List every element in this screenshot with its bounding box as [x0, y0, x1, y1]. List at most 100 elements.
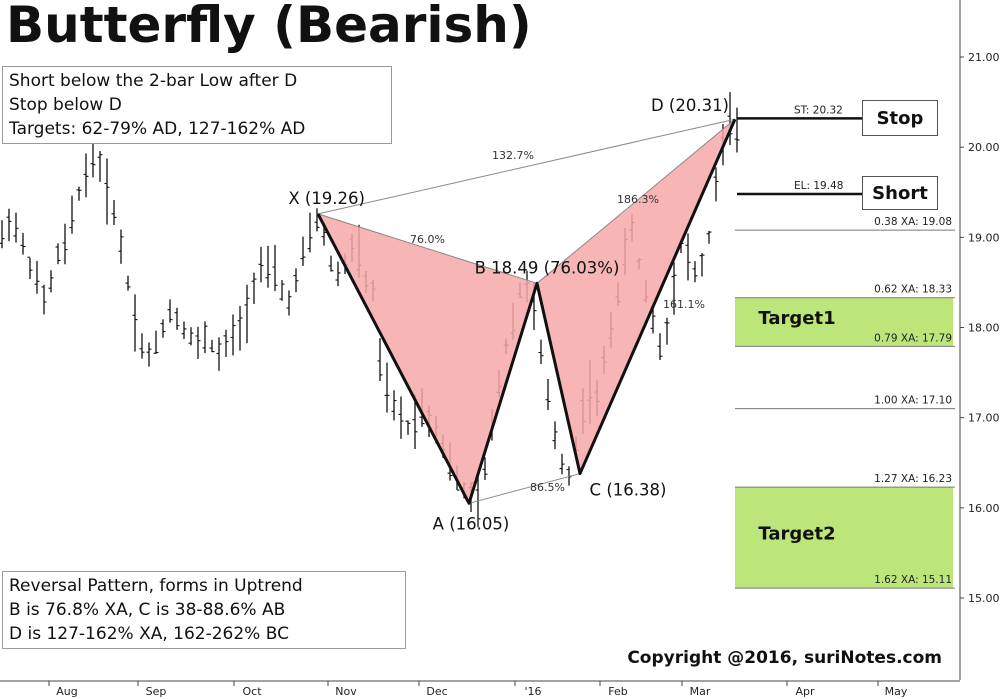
x-tick-label: Feb — [608, 685, 627, 698]
price-bar — [657, 333, 663, 361]
ratio-line-1 — [468, 473, 581, 504]
copyright-text: Copyright @2016, suriNotes.com — [627, 648, 942, 668]
ratio-xd: 132.7% — [492, 149, 534, 162]
price-bar — [125, 275, 131, 291]
price-bar — [699, 253, 705, 277]
price-bar — [552, 421, 558, 450]
price-bar — [34, 260, 40, 294]
label-c: C (16.38) — [590, 481, 667, 500]
y-tick-label: 15.00 — [968, 592, 1000, 605]
level-label-1: EL: 19.48 — [794, 180, 843, 192]
desc-b-c: B is 76.8% XA, C is 38-88.6% AB — [9, 600, 286, 620]
ratio-line-3 — [317, 118, 736, 215]
price-bar — [0, 220, 5, 249]
xab-triangle — [318, 213, 537, 504]
ratio-xb: 76.0% — [410, 233, 445, 246]
price-bar — [41, 284, 47, 315]
label-a: A (16.05) — [433, 514, 510, 533]
price-bar — [69, 195, 75, 234]
price-bar — [265, 245, 271, 288]
ratio-line-0 — [317, 213, 538, 284]
price-bar — [727, 92, 733, 146]
x-tick-label: Dec — [426, 685, 447, 698]
price-bar — [398, 396, 404, 439]
x-tick-label: Sep — [146, 685, 167, 698]
fib-levels: ST: 20.32 EL: 19.48 0.38 XA: 19.08 0.62 XA:… — [735, 104, 955, 589]
level-label-7: 1.62 XA: 15.11 — [874, 574, 952, 586]
price-bar — [258, 246, 264, 283]
y-tick-label: 18.00 — [968, 322, 1000, 335]
price-bar — [181, 321, 187, 340]
pattern-description-box: Reversal Pattern, forms in Uptrend B is … — [2, 571, 406, 649]
stop-box: Stop — [862, 100, 938, 136]
price-bar — [482, 457, 488, 480]
x-tick-label: Oct — [242, 685, 262, 698]
price-bar — [377, 338, 383, 381]
label-x: X (19.26) — [288, 189, 365, 208]
price-bar — [55, 243, 61, 265]
price-bar — [279, 280, 285, 301]
price-bar — [706, 230, 712, 244]
price-bar — [713, 167, 719, 202]
label-d: D (20.31) — [651, 96, 729, 115]
rule-targets: Targets: 62-79% AD, 127-162% AD — [9, 119, 306, 139]
price-bar — [391, 390, 397, 421]
price-bar — [153, 330, 159, 354]
price-bar — [139, 333, 145, 359]
price-bar — [384, 362, 390, 413]
target-zone-2 — [735, 487, 953, 589]
label-b: B 18.49 (76.03%) — [475, 258, 620, 277]
butterfly-pattern: X (19.26) A (16.05) B 18.49 (76.03%) C (16.… — [288, 96, 737, 533]
y-tick-label: 19.00 — [968, 231, 1000, 244]
price-bar — [195, 326, 201, 359]
price-bar — [293, 268, 299, 293]
desc-reversal: Reversal Pattern, forms in Uptrend — [9, 576, 303, 596]
price-bar — [62, 223, 68, 265]
time-axis: Aug Sep Oct Nov Dec '16 Feb Mar Apr May — [0, 680, 960, 698]
level-label-3: 0.62 XA: 18.33 — [874, 284, 952, 296]
price-bar — [307, 212, 313, 253]
price-bar — [216, 337, 222, 371]
price-bar — [405, 420, 411, 435]
price-bar — [167, 299, 173, 323]
target-zone-1 — [735, 297, 953, 347]
price-bar — [146, 342, 152, 367]
y-tick-label: 21.00 — [968, 51, 1000, 64]
price-bar — [314, 208, 320, 232]
price-bar — [692, 261, 698, 283]
price-bar — [118, 229, 124, 264]
price-bar — [20, 232, 26, 255]
pattern-legs — [316, 118, 737, 505]
price-bar — [104, 158, 110, 225]
price-bar — [188, 327, 194, 346]
price-bar — [97, 151, 103, 182]
x-tick-label: Nov — [335, 685, 357, 698]
level-label-4: 0.79 XA: 17.79 — [874, 332, 952, 344]
level-label-6: 1.27 XA: 16.23 — [874, 473, 952, 485]
level-label-5: 1.00 XA: 17.10 — [874, 395, 952, 407]
price-bar — [209, 339, 215, 353]
price-bar — [111, 199, 117, 226]
price-bar — [237, 305, 243, 351]
level-label-2: 0.38 XA: 19.08 — [874, 216, 952, 228]
price-bar — [251, 272, 257, 304]
price-bar — [244, 284, 250, 344]
price-bar — [174, 307, 180, 330]
price-bar — [230, 314, 236, 356]
price-axis: 15.00 16.00 17.00 18.00 19.00 20.00 21.00 — [959, 0, 1000, 680]
level-label-0: ST: 20.32 — [794, 104, 843, 116]
chart-title: Butterfly (Bearish) — [6, 0, 532, 54]
price-bar — [13, 212, 19, 243]
price-bar — [734, 107, 740, 153]
price-bar — [83, 153, 89, 198]
price-bar — [559, 453, 565, 475]
bcd-triangle — [537, 119, 735, 474]
x-tick-label: Mar — [690, 685, 711, 698]
target-label-2: Target2 — [758, 524, 835, 545]
price-bar — [671, 262, 677, 315]
rule-stop: Stop below D — [9, 95, 122, 115]
price-bar — [132, 294, 138, 352]
target-label-1: Target1 — [758, 308, 835, 329]
price-bar — [328, 255, 334, 272]
